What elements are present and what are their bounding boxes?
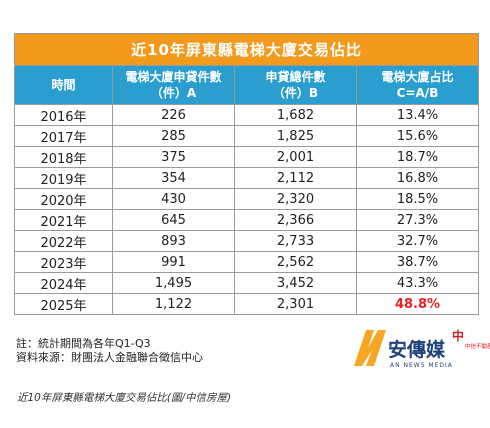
badge-text: 中信不動產 [465, 342, 490, 350]
table-cell: 48.8% [355, 293, 480, 315]
column-header-3: 電梯大廈占比 C=A/B [355, 65, 480, 105]
logo-sub-text: AN NEWS MEDIA [390, 362, 453, 369]
table-cell: 645 [112, 209, 235, 231]
cell-year: 2017年 [14, 125, 113, 147]
table-cell: 3,452 [234, 272, 357, 294]
chart-figure: 近10年屏東縣電梯大廈交易佔比 時間 電梯大廈申貸件數 （件）A 申貸總件數 （件）… [13, 33, 480, 363]
cell-year: 2018年 [14, 146, 113, 168]
table-cell: 27.3% [355, 209, 480, 231]
column-header-0: 時間 [14, 65, 113, 105]
table-row: 2019年 354 2,112 16.8% [14, 167, 480, 189]
cell-year: 2022年 [14, 230, 113, 252]
cell-year: 2020年 [14, 188, 113, 210]
header-row: 時間 電梯大廈申貸件數 （件）A 申貸總件數 （件）B 電梯大廈占比 C=A/B [14, 65, 480, 105]
table-cell: 1,122 [112, 293, 235, 315]
table-row: 2022年 893 2,733 32.7% [14, 230, 480, 252]
logo-main-text: 安傳媒 [388, 338, 446, 361]
table-cell: 13.4% [355, 104, 480, 126]
table-row: 2020年 430 2,320 18.5% [14, 188, 480, 210]
table-cell: 15.6% [355, 125, 480, 147]
table-row: 2016年 226 1,682 13.4% [14, 104, 480, 126]
table-cell: 2,112 [234, 167, 357, 189]
table-cell: 18.7% [355, 146, 480, 168]
cell-year: 2019年 [14, 167, 113, 189]
table-row: 2021年 645 2,366 27.3% [14, 209, 480, 231]
notes: 註：統計期間為各年Q1-Q3 資料來源：財團法人金融聯合徵信中心 [16, 337, 203, 365]
cell-year: 2025年 [14, 293, 113, 315]
table-cell: 991 [112, 251, 235, 273]
table-cell: 2,366 [234, 209, 357, 231]
table-title: 近10年屏東縣電梯大廈交易佔比 [13, 33, 480, 66]
table-row: 2025年 1,122 2,301 48.8% [14, 293, 480, 315]
column-header-1: 電梯大廈申貸件數 （件）A [112, 65, 235, 105]
table-cell: 1,682 [234, 104, 357, 126]
table-cell: 285 [112, 125, 235, 147]
table-cell: 2,001 [234, 146, 357, 168]
table-cell: 430 [112, 188, 235, 210]
table-cell: 1,825 [234, 125, 357, 147]
table-body: 2016年 226 1,682 13.4% 2017年 285 1,825 15.6% 2018… [14, 104, 480, 315]
table-row: 2017年 285 1,825 15.6% [14, 125, 480, 147]
table-cell: 43.3% [355, 272, 480, 294]
table-row: 2024年 1,495 3,452 43.3% [14, 272, 480, 294]
table-cell: 2,562 [234, 251, 357, 273]
table-row: 2018年 375 2,001 18.7% [14, 146, 480, 168]
note-period: 註：統計期間為各年Q1-Q3 [16, 337, 151, 350]
badge-char: 中 [452, 328, 464, 343]
data-table: 近10年屏東縣電梯大廈交易佔比 時間 電梯大廈申貸件數 （件）A 申貸總件數 （件）… [13, 33, 480, 315]
image-caption: 近10年屏東縣電梯大廈交易佔比(圖/中信房屋) [17, 392, 232, 404]
table-cell: 32.7% [355, 230, 480, 252]
table-cell: 38.7% [355, 251, 480, 273]
table-cell: 893 [112, 230, 235, 252]
cell-year: 2016年 [14, 104, 113, 126]
cell-year: 2021年 [14, 209, 113, 231]
cell-year: 2023年 [14, 251, 113, 273]
column-header-2: 申貸總件數 （件）B [234, 65, 357, 105]
table-cell: 375 [112, 146, 235, 168]
table-row: 2023年 991 2,562 38.7% [14, 251, 480, 273]
an-news-logo: 安傳媒 AN NEWS MEDIA 中 中信不動產 [352, 322, 490, 370]
table-cell: 354 [112, 167, 235, 189]
logo-mark-icon [354, 330, 386, 366]
badge-box [450, 326, 488, 350]
note-source: 資料來源：財團法人金融聯合徵信中心 [16, 351, 203, 364]
table-cell: 16.8% [355, 167, 480, 189]
table-cell: 2,320 [234, 188, 357, 210]
table-cell: 226 [112, 104, 235, 126]
table-cell: 1,495 [112, 272, 235, 294]
table-cell: 2,733 [234, 230, 357, 252]
cell-year: 2024年 [14, 272, 113, 294]
table-cell: 18.5% [355, 188, 480, 210]
table-cell: 2,301 [234, 293, 357, 315]
